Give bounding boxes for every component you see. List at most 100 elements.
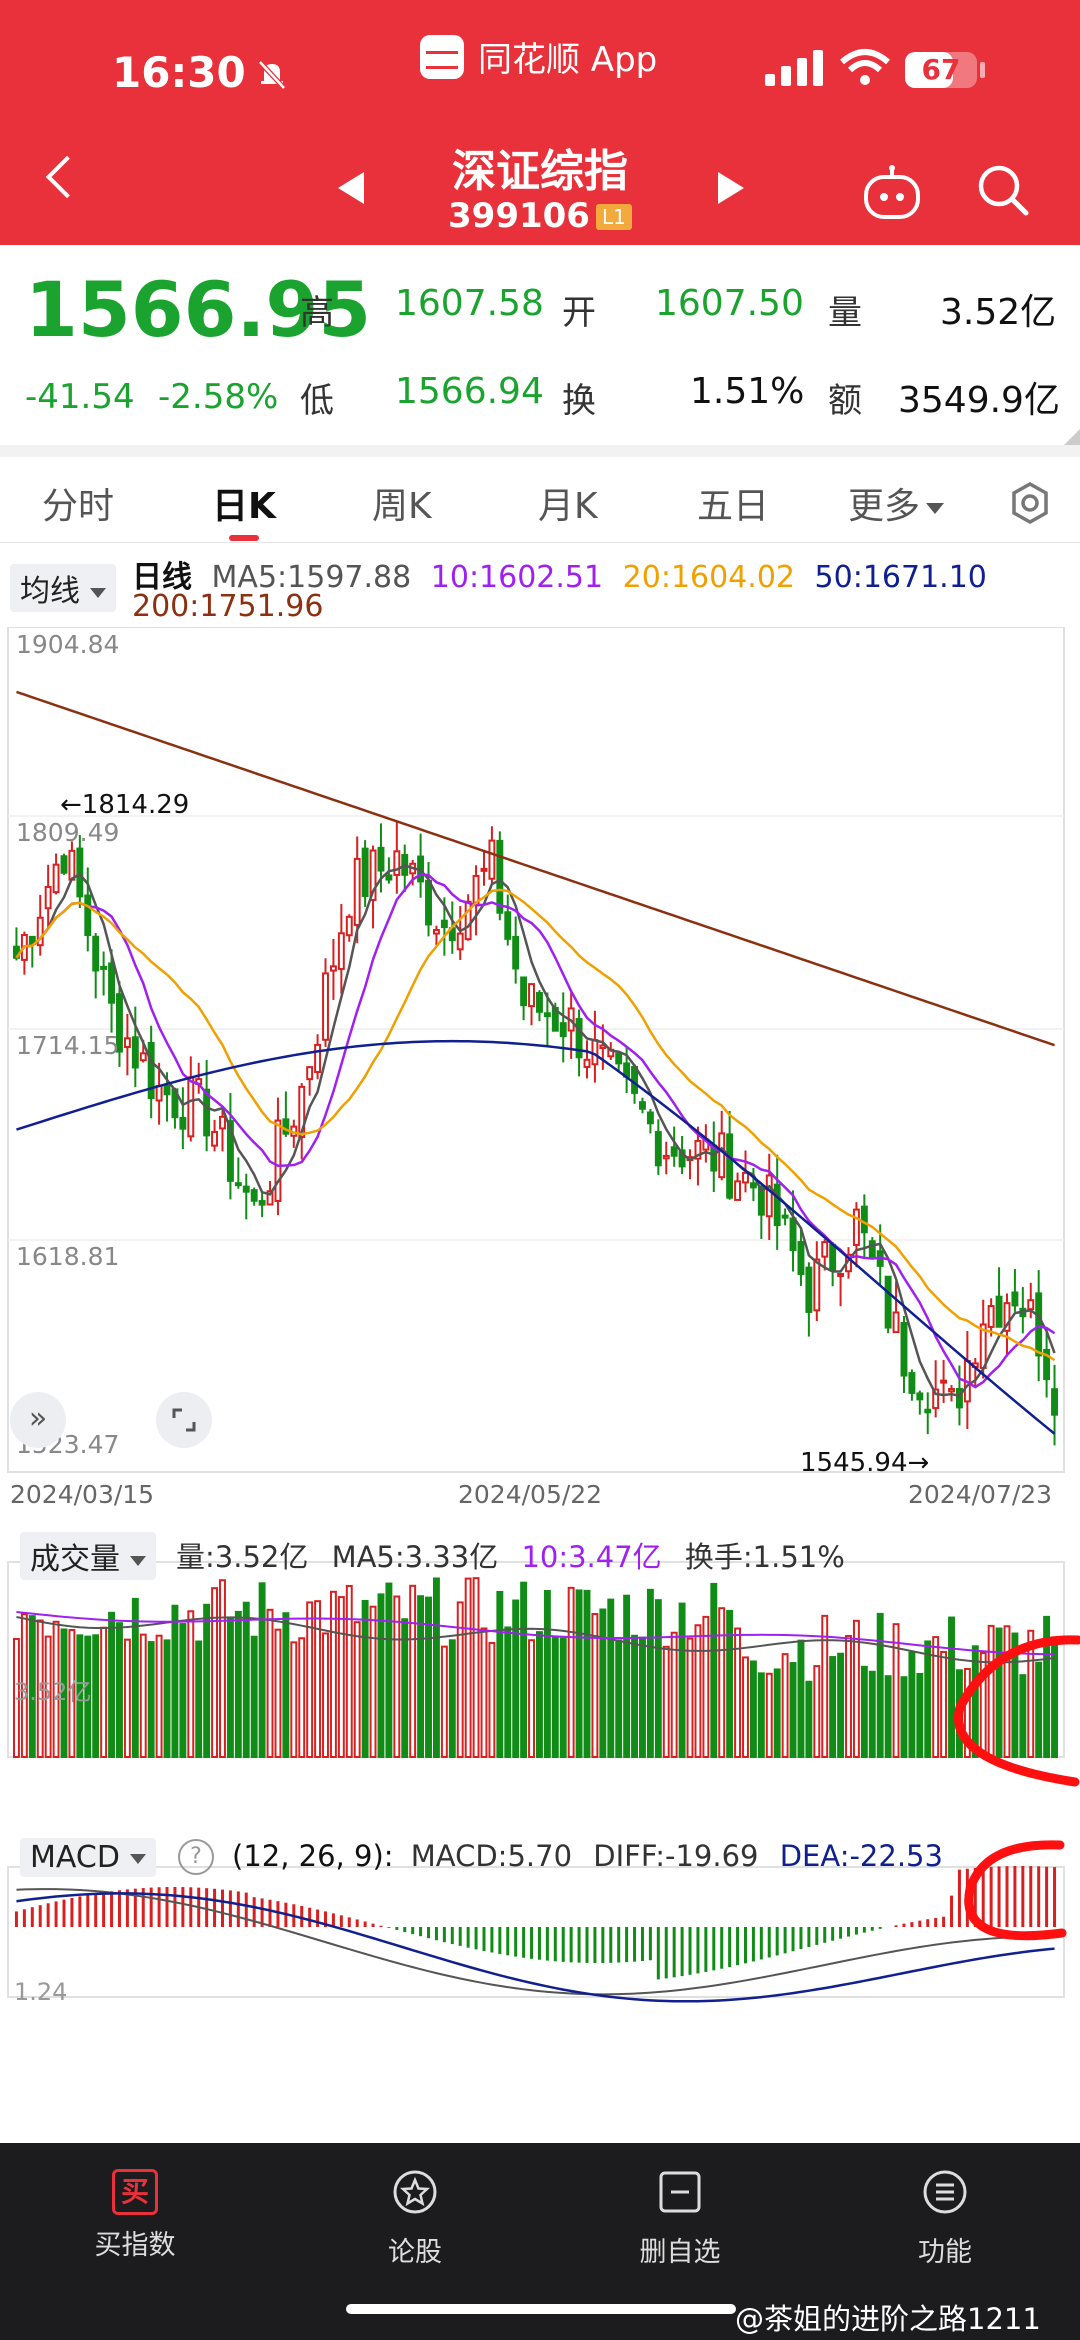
search-icon[interactable] [975, 162, 1031, 218]
volume-bar [314, 1600, 322, 1758]
volume-bar [591, 1613, 599, 1758]
volume-bar [385, 1582, 393, 1758]
nav-discuss[interactable]: 论股 [315, 2159, 515, 2269]
candle-body [749, 1182, 757, 1189]
candle-body [353, 857, 361, 926]
volume-bar [36, 1619, 44, 1758]
nav-remove-watchlist[interactable]: 删自选 [580, 2159, 780, 2269]
wifi-icon [840, 49, 890, 85]
volume-bar [361, 1599, 369, 1758]
volume-bar [417, 1595, 425, 1759]
app-logo-icon [420, 34, 464, 79]
volume-ma10-line [16, 1611, 1055, 1656]
volume-bar [607, 1598, 615, 1758]
volume-bar [13, 1637, 20, 1759]
volume-bar [322, 1632, 329, 1758]
candle-body [718, 1132, 726, 1179]
nav-functions[interactable]: 功能 [845, 2159, 1045, 2269]
kline-chart[interactable] [0, 627, 1080, 2007]
tab-more[interactable]: 更多 [848, 477, 945, 529]
volume-bar [583, 1589, 591, 1759]
period-label: 日线 [132, 560, 192, 595]
macd-value: MACD:5.70 [410, 1839, 573, 1873]
candle-body [258, 1200, 266, 1206]
candle-body [995, 1295, 1003, 1328]
volume-indicator-select[interactable]: 成交量 [20, 1532, 156, 1580]
volume-bar [805, 1680, 813, 1758]
diff-line [16, 1888, 1055, 1996]
candle-body [242, 1185, 250, 1193]
candle-body [670, 1146, 678, 1157]
candle-body [639, 1101, 646, 1110]
volume-bar [179, 1623, 187, 1759]
volume-bar [718, 1607, 726, 1758]
help-icon[interactable]: ? [178, 1839, 214, 1875]
robot-assistant-icon[interactable] [862, 165, 922, 221]
candle-body [155, 1085, 163, 1102]
turnover-value: 1.51% [690, 371, 805, 412]
macd-indicator-select[interactable]: MACD [20, 1838, 156, 1877]
volume-bar [837, 1652, 845, 1758]
volume-bar [20, 1613, 28, 1758]
volume-bar [654, 1599, 662, 1759]
volume-bar [282, 1612, 290, 1758]
tab-monthly-k[interactable]: 月K [538, 486, 598, 527]
candle-body [116, 993, 123, 1053]
dea-line [16, 1892, 1055, 2003]
volume-bar [876, 1612, 884, 1758]
nav-buy-index[interactable]: 买 买指数 [35, 2159, 235, 2262]
candle-body [908, 1372, 916, 1394]
expand-corner-icon[interactable] [1064, 429, 1080, 445]
candle-body [266, 1190, 274, 1206]
app-header: 16:30 同花顺 App 67 深证综指 399106 L1 [0, 0, 1080, 245]
volume-ma10: 10:3.47亿 [521, 1540, 662, 1574]
expand-panel-button[interactable]: » [10, 1392, 66, 1448]
candle-body [92, 935, 100, 972]
volume-bar [1003, 1625, 1011, 1759]
candle-body [322, 972, 329, 1041]
tab-five-day[interactable]: 五日 [697, 486, 770, 527]
prev-stock-button[interactable] [338, 172, 364, 204]
volume-bar [68, 1629, 76, 1759]
back-button[interactable] [45, 155, 89, 199]
gear-icon[interactable] [1008, 481, 1052, 525]
volume-bar [520, 1581, 528, 1758]
volume-bar [924, 1640, 932, 1758]
candle-body [163, 1085, 171, 1096]
candle-body [226, 1120, 234, 1182]
volume-bar [1019, 1674, 1027, 1759]
candle-body [932, 1388, 940, 1410]
annotation-mark [954, 1635, 1080, 1787]
tab-intraday[interactable]: 分时 [42, 486, 115, 527]
indicator-select[interactable]: 均线 [10, 564, 116, 612]
candle-body [44, 885, 52, 910]
ma50-value: 50:1671.10 [814, 560, 987, 595]
chevron-down-icon [926, 502, 945, 514]
volume-bar [662, 1645, 670, 1759]
tab-weekly-k[interactable]: 周K [372, 486, 432, 527]
volume-bar [155, 1634, 163, 1758]
tab-daily-k[interactable]: 日K [212, 486, 276, 527]
chart-area: 均线 日线 MA5:1597.88 10:1602.51 20:1604.02 … [0, 542, 1080, 2142]
volume-bar [100, 1626, 108, 1759]
volume-ma5: MA5:3.33亿 [331, 1540, 499, 1574]
volume-bar [1043, 1615, 1051, 1759]
candle-body [575, 1018, 583, 1059]
y-axis-label: 1618.81 [16, 1242, 120, 1271]
candle-body [789, 1217, 797, 1252]
volume-bar [147, 1641, 155, 1759]
candle-body [987, 1305, 995, 1328]
candle-body [543, 1012, 551, 1018]
candle-body [916, 1392, 924, 1401]
candle-body [108, 962, 116, 1004]
volume-bar [623, 1594, 631, 1759]
candle-body [742, 1171, 749, 1184]
fullscreen-button[interactable] [156, 1392, 212, 1448]
next-stock-button[interactable] [718, 172, 744, 204]
volume-bar [670, 1631, 678, 1759]
volume-bar [892, 1623, 900, 1758]
turnover-label: 换 [562, 381, 596, 421]
candle-body [76, 847, 84, 898]
volume-bar [298, 1637, 306, 1759]
volume-bar [131, 1597, 139, 1759]
